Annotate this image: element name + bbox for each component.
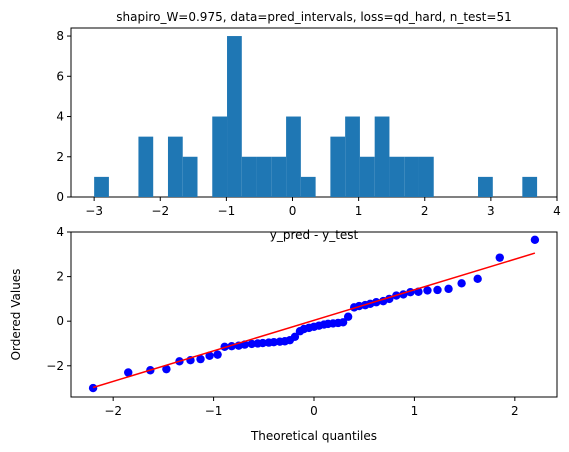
- histogram-y-tick-label: 8: [56, 29, 64, 43]
- histogram-bar: [404, 157, 419, 197]
- histogram-title: shapiro_W=0.975, data=pred_intervals, lo…: [116, 10, 511, 24]
- qq-point: [473, 275, 481, 283]
- histogram-x-axis-label: y_pred - y_test: [270, 228, 359, 242]
- histogram-y-tick-label: 6: [56, 69, 64, 83]
- qq-point: [433, 286, 441, 294]
- qq-y-tick-label: −2: [46, 359, 64, 373]
- qq-point: [444, 285, 452, 293]
- histogram-bar: [271, 157, 286, 197]
- qq-point: [531, 236, 539, 244]
- histogram-x-ticks: −3 −2 −1 0 1 2 3 4: [85, 197, 561, 218]
- qq-point: [344, 313, 352, 321]
- histogram-x-tick-label: 4: [553, 204, 561, 218]
- histogram-bars: [94, 36, 537, 197]
- histogram-bar: [183, 157, 198, 197]
- qq-y-ticks: −2 0 2 4: [46, 225, 71, 373]
- histogram-bar: [227, 36, 242, 197]
- histogram-y-tick-label: 4: [56, 110, 64, 124]
- qq-x-axis-label: Theoretical quantiles: [250, 429, 377, 443]
- qq-x-tick-label: −1: [205, 404, 223, 418]
- qq-x-tick-label: 0: [310, 404, 318, 418]
- qq-point: [423, 286, 431, 294]
- histogram-bar: [212, 117, 227, 197]
- qq-x-ticks: −2 −1 0 1 2: [104, 397, 518, 418]
- histogram-x-tick-label: −1: [218, 204, 236, 218]
- qq-fit-line-group: [93, 253, 535, 387]
- qq-point: [457, 279, 465, 287]
- qq-x-tick-label: 1: [411, 404, 419, 418]
- histogram-y-ticks: 0 2 4 6 8: [56, 29, 71, 204]
- qq-plot-panel: −2 −1 0 1 2 −2 0 2 4 Theoretical quantiles Orde…: [9, 225, 557, 443]
- histogram-bar: [360, 157, 375, 197]
- qq-point: [213, 350, 221, 358]
- histogram-bar: [168, 137, 183, 197]
- qq-y-tick-label: 0: [56, 314, 64, 328]
- histogram-bar: [242, 157, 257, 197]
- qq-y-tick-label: 2: [56, 270, 64, 284]
- histogram-y-tick-label: 0: [56, 190, 64, 204]
- histogram-bar: [419, 157, 434, 197]
- histogram-bar: [478, 177, 493, 197]
- qq-x-tick-label: 2: [511, 404, 519, 418]
- histogram-bar: [301, 177, 316, 197]
- histogram-x-tick-label: 0: [289, 204, 297, 218]
- histogram-x-tick-label: −2: [151, 204, 169, 218]
- qq-x-tick-label: −2: [104, 404, 122, 418]
- histogram-bar: [330, 137, 345, 197]
- histogram-bar: [94, 177, 109, 197]
- qq-point: [496, 253, 504, 261]
- histogram-bar: [375, 117, 390, 197]
- histogram-x-tick-label: −3: [85, 204, 103, 218]
- histogram-bar: [522, 177, 537, 197]
- qq-y-tick-label: 4: [56, 225, 64, 239]
- histogram-x-tick-label: 1: [355, 204, 363, 218]
- histogram-bar: [345, 117, 360, 197]
- qq-fit-line: [93, 253, 535, 387]
- histogram-panel: −3 −2 −1 0 1 2 3 4 0 2 4 6 8 shapiro_W=0.975, data=…: [56, 10, 560, 242]
- histogram-bar: [257, 157, 272, 197]
- histogram-bar: [389, 157, 404, 197]
- qq-y-axis-label: Ordered Values: [9, 269, 23, 361]
- histogram-x-tick-label: 2: [421, 204, 429, 218]
- histogram-bar: [286, 117, 301, 197]
- histogram-x-tick-label: 3: [487, 204, 495, 218]
- qq-point: [89, 384, 97, 392]
- histogram-y-tick-label: 2: [56, 150, 64, 164]
- histogram-bar: [138, 137, 153, 197]
